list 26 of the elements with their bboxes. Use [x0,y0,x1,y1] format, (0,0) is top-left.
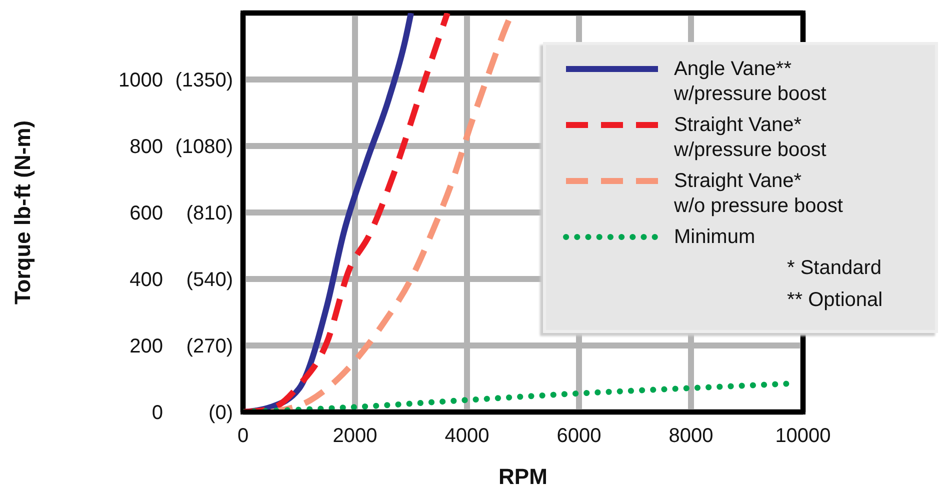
legend-label: Angle Vane** w/pressure boost [674,57,826,107]
y2-tick-label: (540) [186,269,233,292]
y-tick-label: 1000 [118,70,163,92]
legend-label: Minimum [674,225,756,250]
y-tick-label: 200 [130,336,163,358]
y-tick-label: 800 [130,136,163,158]
y-tick-label: 0 [152,402,163,424]
annotation: ** Optional [787,288,884,313]
y2-tick-label: (270) [186,336,233,358]
x-tick-label: 2000 [332,425,378,448]
y2-tick-label: (810) [186,202,233,225]
y2-tick-label: (1080) [175,136,233,158]
y2-tick-label: (1350) [175,70,233,92]
y-tick-label: 400 [130,269,163,292]
x-tick-label: 0 [237,425,249,448]
y-axis-title: Torque lb-ft (N-m) [10,120,35,305]
x-tick-label: 10000 [775,425,831,448]
x-tick-label: 6000 [556,425,602,448]
x-tick-label: 4000 [444,425,490,448]
x-tick-label: 8000 [668,425,714,448]
y-tick-label: 600 [130,202,163,225]
x-axis-title: RPM [498,464,548,489]
y2-tick-label: (0) [208,402,233,424]
legend-label: Straight Vane* w/o pressure boost [674,169,843,219]
legend-label: Straight Vane* w/pressure boost [674,113,826,163]
annotation: * Standard [787,256,883,281]
